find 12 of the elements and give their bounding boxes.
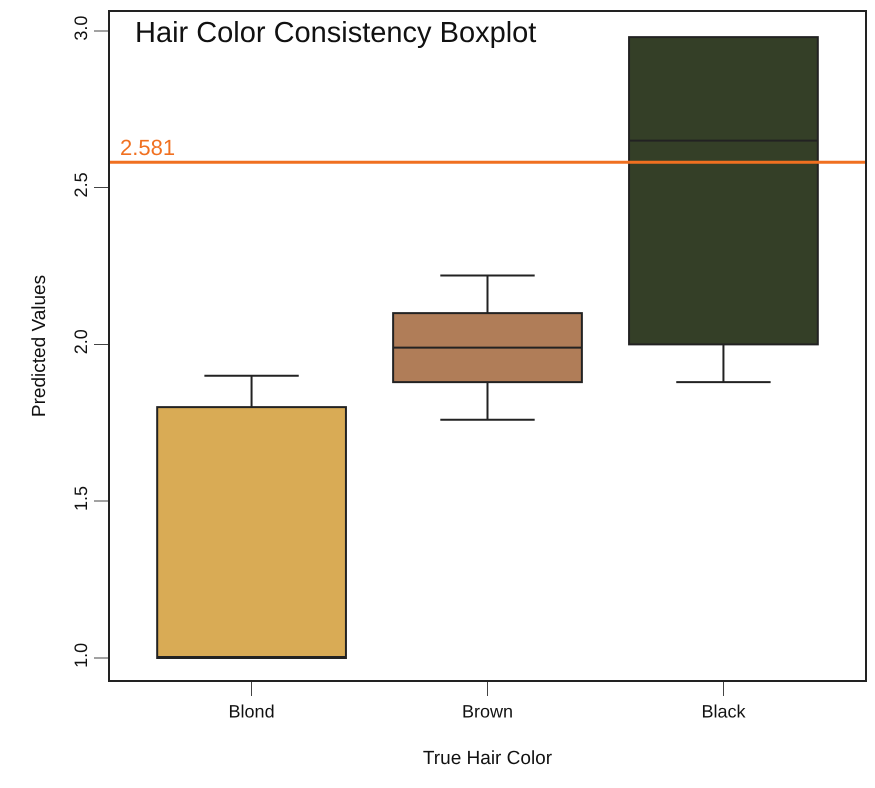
x-tick-label: Blond — [228, 702, 275, 722]
y-tick-label: 1.5 — [70, 486, 91, 512]
y-tick-label: 2.0 — [70, 329, 91, 354]
ref-line-label: 2.581 — [120, 135, 176, 160]
y-tick-label: 2.5 — [70, 172, 91, 198]
chart-title: Hair Color Consistency Boxplot — [135, 17, 536, 49]
y-axis-title: Predicted Values — [29, 274, 50, 418]
x-tick-label: Black — [701, 702, 746, 722]
y-tick-label: 1.0 — [70, 642, 91, 668]
y-tick-label: 3.0 — [70, 16, 91, 41]
x-axis-title: True Hair Color — [422, 748, 553, 769]
x-tick-label: Brown — [462, 702, 514, 722]
